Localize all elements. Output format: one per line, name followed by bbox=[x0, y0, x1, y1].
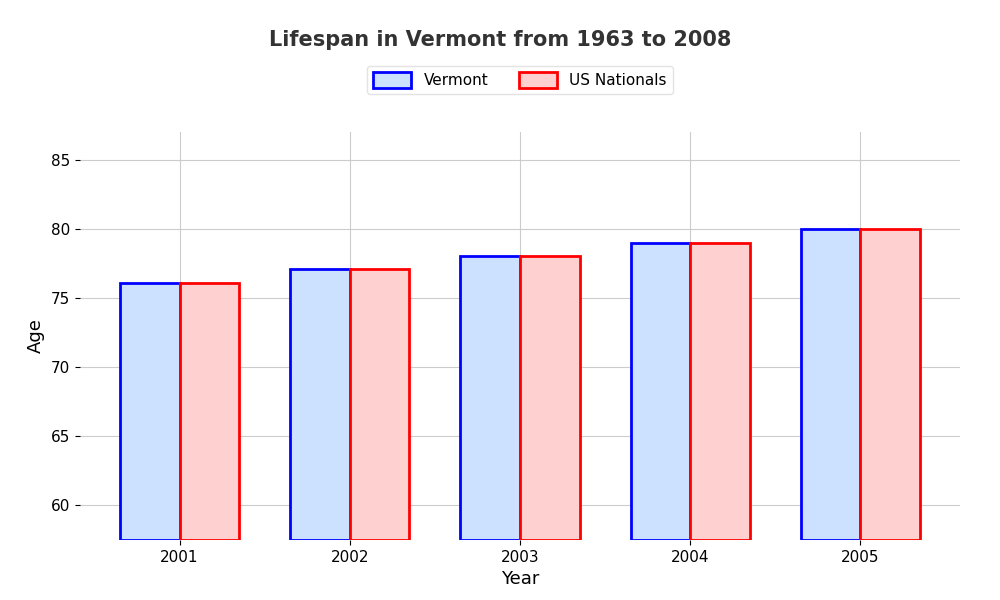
Legend: Vermont, US Nationals: Vermont, US Nationals bbox=[367, 66, 673, 94]
Bar bbox=[690, 242, 750, 540]
Bar bbox=[860, 229, 920, 540]
Bar bbox=[460, 256, 520, 540]
Y-axis label: Age: Age bbox=[27, 319, 45, 353]
Bar bbox=[350, 269, 409, 540]
Bar bbox=[180, 283, 239, 540]
Bar bbox=[290, 269, 350, 540]
X-axis label: Year: Year bbox=[501, 570, 539, 588]
Bar bbox=[631, 242, 690, 540]
Text: Lifespan in Vermont from 1963 to 2008: Lifespan in Vermont from 1963 to 2008 bbox=[269, 30, 731, 50]
Bar bbox=[801, 229, 860, 540]
Bar bbox=[520, 256, 580, 540]
Bar bbox=[120, 283, 180, 540]
